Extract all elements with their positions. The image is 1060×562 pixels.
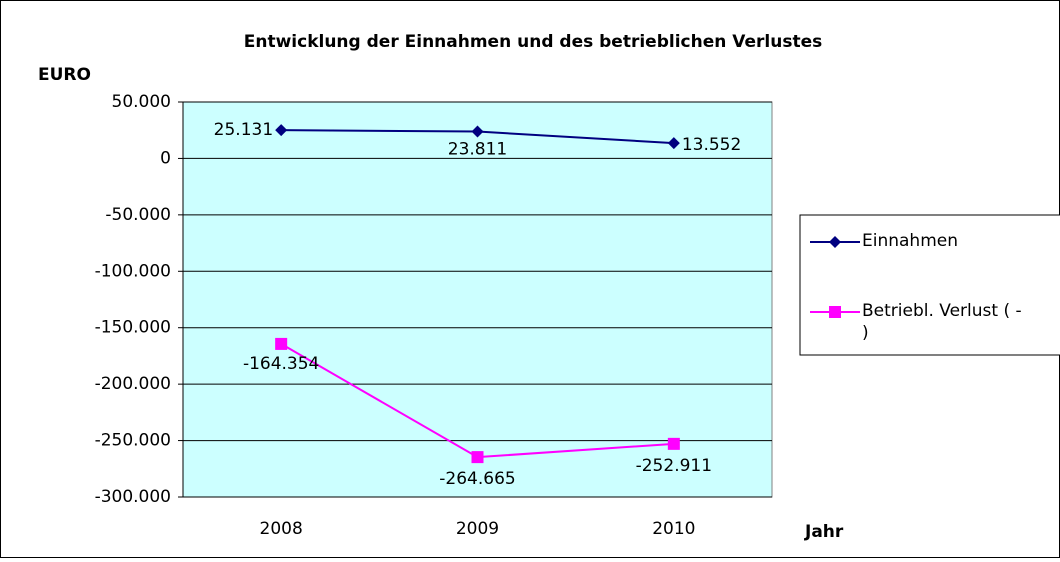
data-label: -252.911 xyxy=(636,456,712,476)
x-tick-label: 2008 xyxy=(260,519,303,539)
legend-label: Betriebl. Verlust ( - ) xyxy=(862,301,1022,343)
data-label: -164.354 xyxy=(243,354,319,374)
data-label: 25.131 xyxy=(214,120,273,140)
legend-entry: Einnahmen xyxy=(862,231,958,251)
marker xyxy=(667,437,680,450)
y-tick-label: -50.000 xyxy=(105,205,171,225)
y-tick-label: -250.000 xyxy=(95,431,171,451)
y-tick-label: -300.000 xyxy=(95,487,171,507)
marker xyxy=(275,337,288,350)
x-tick-label: 2009 xyxy=(456,519,499,539)
marker xyxy=(829,306,841,318)
marker xyxy=(829,236,841,248)
x-tick-label: 2010 xyxy=(652,519,695,539)
y-tick-label: 0 xyxy=(160,148,171,168)
marker xyxy=(471,125,484,138)
y-tick-label: 50.000 xyxy=(112,92,171,112)
legend-box xyxy=(799,214,1060,356)
marker xyxy=(667,137,680,150)
data-label: -264.665 xyxy=(439,469,515,489)
marker xyxy=(471,451,484,464)
marker xyxy=(275,124,288,137)
y-tick-label: -150.000 xyxy=(95,318,171,338)
plot-area xyxy=(182,101,773,498)
legend-label: Einnahmen xyxy=(862,231,958,251)
data-label: 23.811 xyxy=(448,140,507,160)
y-axis-label: EURO xyxy=(38,65,91,85)
y-tick-label: -200.000 xyxy=(95,374,171,394)
data-label: 13.552 xyxy=(682,135,741,155)
chart-title: Entwicklung der Einnahmen und des betrie… xyxy=(244,32,822,52)
x-axis-label: Jahr xyxy=(804,522,844,542)
y-tick-label: -100.000 xyxy=(95,261,171,281)
legend-entry: Betriebl. Verlust ( - ) xyxy=(862,301,1022,343)
